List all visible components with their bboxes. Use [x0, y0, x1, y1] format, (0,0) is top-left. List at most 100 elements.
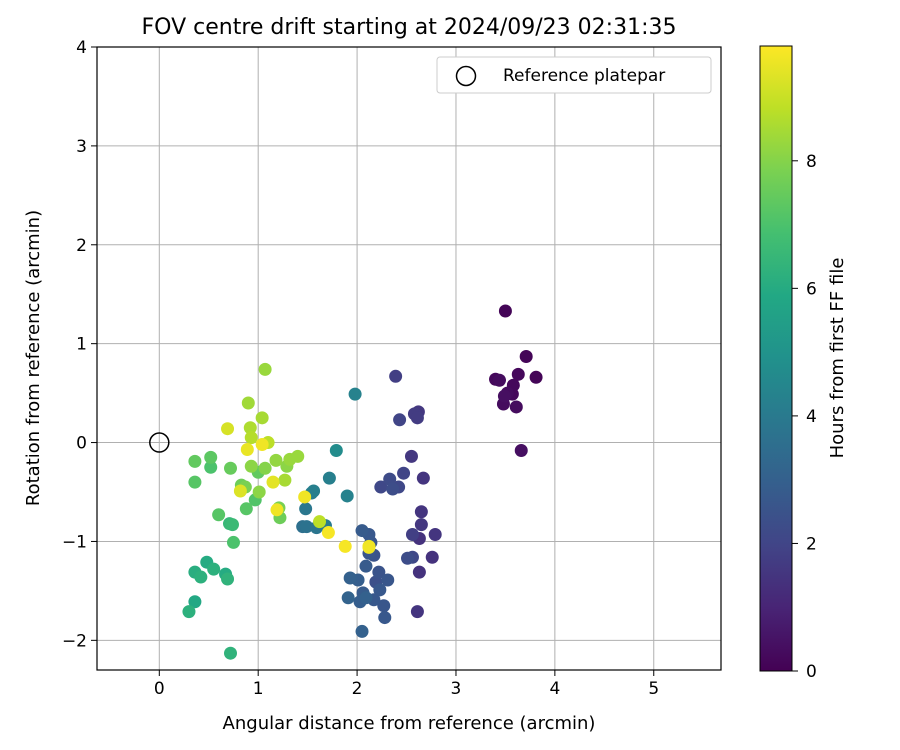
data-point: [300, 520, 314, 534]
colorbar-label: Hours from first FF file: [827, 258, 848, 459]
data-point: [425, 550, 439, 564]
data-point: [188, 454, 202, 468]
y-tick-label: 4: [76, 38, 87, 58]
data-point: [299, 502, 313, 516]
y-tick-label: −1: [62, 532, 87, 552]
data-point: [359, 559, 373, 573]
data-point: [244, 431, 258, 445]
x-tick-label: 3: [451, 679, 462, 699]
data-point: [414, 518, 428, 532]
data-point: [212, 508, 226, 522]
colorbar-tick-label: 8: [806, 152, 817, 172]
x-axis-label: Angular distance from reference (arcmin): [223, 713, 596, 734]
x-tick-label: 5: [648, 679, 659, 699]
data-point: [255, 411, 269, 425]
data-point: [416, 471, 430, 485]
x-axis-ticks: 0 1 2 3 4 5: [154, 670, 659, 699]
data-point: [401, 551, 415, 565]
data-point: [244, 459, 258, 473]
reference-platepar-marker: [149, 432, 170, 453]
data-point: [224, 646, 238, 660]
data-point: [204, 460, 218, 474]
data-point: [321, 526, 335, 540]
data-point: [410, 605, 424, 619]
data-point: [381, 573, 395, 587]
data-point: [338, 539, 352, 553]
data-point: [359, 591, 373, 605]
data-point: [221, 572, 235, 586]
plot-frame: [96, 46, 722, 671]
grid-lines: [97, 46, 721, 670]
data-point: [405, 528, 419, 542]
y-tick-label: −2: [62, 631, 87, 651]
data-point: [226, 535, 240, 549]
data-point: [252, 485, 266, 499]
colorbar-tick-label: 4: [806, 407, 817, 427]
data-point: [389, 369, 403, 383]
x-tick-label: 0: [154, 679, 165, 699]
chart-title: FOV centre drift starting at 2024/09/23 …: [142, 15, 677, 40]
y-tick-label: 3: [76, 137, 87, 157]
data-point: [497, 389, 511, 403]
data-point: [322, 471, 336, 485]
data-point: [269, 453, 283, 467]
legend-box: [436, 56, 712, 94]
data-point: [519, 350, 533, 364]
data-point: [239, 502, 253, 516]
data-point: [348, 387, 362, 401]
data-point: [207, 562, 221, 576]
data-point: [188, 475, 202, 489]
colorbar-tick-label: 2: [806, 534, 817, 554]
data-point: [498, 304, 512, 318]
data-point: [270, 503, 284, 517]
data-point: [188, 595, 202, 609]
data-point: [373, 583, 387, 597]
data-point: [355, 524, 369, 538]
data-point: [243, 421, 257, 435]
data-point: [182, 605, 196, 619]
colorbar-tick-label: 6: [806, 279, 817, 299]
data-point: [258, 461, 272, 475]
y-axis-ticks: −2 −1 0 1 2 3 4: [62, 38, 97, 651]
data-point: [428, 528, 442, 542]
x-tick-label: 2: [352, 679, 363, 699]
data-point: [386, 482, 400, 496]
data-point: [374, 480, 388, 494]
data-point: [204, 450, 218, 464]
data-point: [340, 489, 354, 503]
data-point: [194, 570, 208, 584]
data-point: [372, 565, 386, 579]
data-point: [514, 443, 528, 457]
colorbar: [759, 45, 793, 672]
data-point: [329, 443, 343, 457]
data-point: [511, 367, 525, 381]
data-point: [383, 472, 397, 486]
plot-area: [97, 47, 721, 670]
x-tick-label: 4: [549, 679, 560, 699]
data-point: [410, 411, 424, 425]
data-point: [266, 475, 280, 489]
data-point: [362, 540, 376, 554]
colorbar-ticks: 0 2 4 6 8: [792, 152, 817, 682]
data-point: [258, 362, 272, 376]
data-point: [233, 484, 247, 498]
y-tick-label: 1: [76, 335, 87, 355]
data-point: [240, 442, 254, 456]
legend-label: Reference platepar: [503, 66, 665, 86]
data-point: [529, 370, 543, 384]
data-point: [412, 565, 426, 579]
y-axis-label: Rotation from reference (arcmin): [23, 210, 44, 506]
data-point: [393, 413, 407, 427]
data-point: [404, 449, 418, 463]
data-points: [182, 304, 543, 660]
data-point: [341, 591, 355, 605]
legend: Reference platepar: [436, 56, 712, 94]
y-tick-label: 2: [76, 236, 87, 256]
data-point: [298, 490, 312, 504]
data-point: [378, 611, 392, 625]
legend-marker: [455, 65, 477, 87]
data-point: [492, 373, 506, 387]
data-point: [313, 515, 327, 529]
data-point: [224, 461, 238, 475]
